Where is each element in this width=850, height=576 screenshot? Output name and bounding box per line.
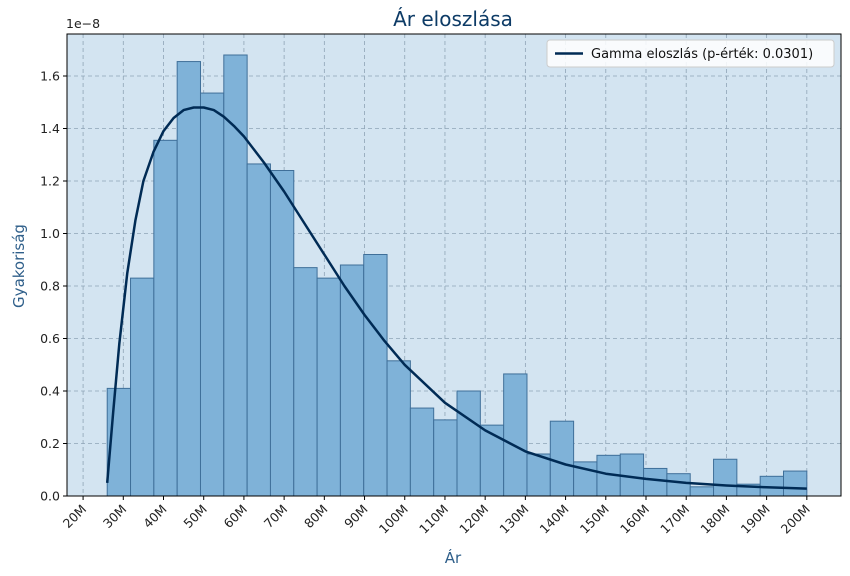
x-tick-label: 40M (140, 502, 169, 531)
legend: Gamma eloszlás (p-érték: 0.0301) (546, 39, 835, 68)
y-tick-label: 1.6 (40, 69, 60, 84)
histogram-bar (293, 267, 318, 497)
histogram-bar (269, 170, 295, 497)
x-tick-label: 130M (496, 502, 531, 537)
x-tick-label: 80M (301, 502, 330, 531)
x-tick-label: 120M (456, 502, 491, 537)
x-tick-label: 20M (60, 502, 89, 531)
histogram-bar (456, 390, 481, 497)
plot-frame (66, 33, 842, 497)
x-tick-label: 100M (376, 502, 411, 537)
histogram-bar (643, 467, 668, 497)
x-tick-label: 150M (577, 502, 612, 537)
legend-entry-label: Gamma eloszlás (p-érték: 0.0301) (591, 47, 813, 62)
chart-title: Ár eloszlása (393, 7, 513, 31)
y-tick-label: 0.6 (40, 331, 60, 346)
histogram-bars (106, 54, 808, 497)
histogram-bar (433, 419, 458, 497)
histogram-bar (549, 420, 575, 497)
x-tick-label: 60M (221, 502, 250, 531)
y-tick-label: 0.0 (40, 489, 60, 504)
gamma-curve (105, 106, 807, 490)
y-tick-label: 0.8 (40, 279, 60, 294)
histogram-bar (176, 61, 201, 497)
x-tick-label: 200M (778, 502, 813, 537)
histogram-bar (339, 264, 365, 497)
histogram-bar (526, 453, 551, 497)
y-tick-label: 0.4 (40, 384, 60, 399)
y-axis: 0.0 0.2 0.4 0.6 0.8 1.0 1.2 1.4 1.6 (40, 69, 67, 504)
histogram-bar (409, 407, 435, 497)
y-axis-offset-label: 1e−8 (66, 16, 100, 31)
histogram-bar (363, 254, 388, 497)
y-tick-label: 1.4 (40, 121, 60, 136)
histogram-bar (713, 458, 738, 497)
x-axis: 20M 30M 40M 50M 60M 70M 80M 90M 100M 110M 120M 130M… (60, 496, 813, 537)
histogram-bar (153, 139, 178, 497)
x-tick-label: 70M (261, 502, 290, 531)
y-axis-label: Gyakoriság (10, 224, 28, 308)
y-tick-label: 0.2 (40, 436, 60, 451)
y-tick-label: 1.2 (40, 174, 60, 189)
x-tick-label: 160M (617, 502, 652, 537)
x-tick-label: 190M (738, 502, 773, 537)
histogram-bar (246, 163, 271, 497)
x-tick-label: 30M (100, 502, 129, 531)
y-tick-label: 1.0 (40, 226, 60, 241)
x-tick-label: 180M (697, 502, 732, 537)
histogram-bar (503, 373, 528, 497)
x-tick-label: 50M (180, 502, 209, 531)
histogram-bar (689, 486, 715, 497)
x-tick-label: 90M (341, 502, 370, 531)
histogram-bar (386, 360, 411, 497)
histogram-bar (666, 473, 691, 497)
histogram-bar (783, 470, 808, 497)
histogram-bar (479, 424, 505, 497)
x-axis-label: Ár (445, 548, 462, 567)
legend-box (546, 39, 835, 68)
x-tick-label: 140M (537, 502, 572, 537)
x-tick-label: 110M (416, 502, 451, 537)
histogram-bar (199, 92, 225, 497)
histogram-bar (130, 277, 155, 497)
x-tick-label: 170M (657, 502, 692, 537)
histogram-bar (316, 277, 341, 497)
